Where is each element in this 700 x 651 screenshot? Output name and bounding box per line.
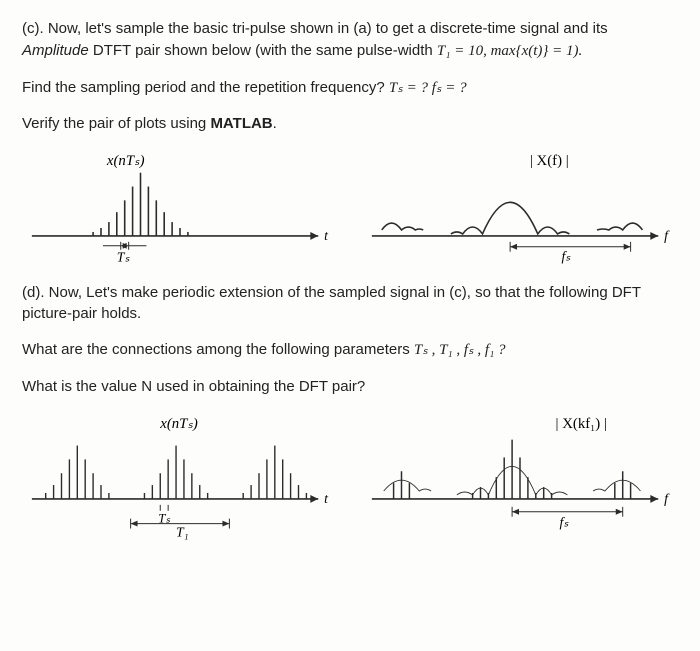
figure-d-freq-svg: f | X(kf₁) | xyxy=(362,412,678,540)
part-d-intro: (d). Now, Let's make periodic extension … xyxy=(22,282,678,326)
part-c-question-2: Verify the pair of plots using MATLAB. xyxy=(22,113,678,135)
t1-label-d: T₁ xyxy=(176,524,188,539)
d-q1-params: Tₛ , T₁ , fₛ , f₁ ? xyxy=(414,342,506,358)
figure-c-freq-label: | X(f) | xyxy=(530,153,569,169)
axis-f-label-d: f xyxy=(664,490,670,505)
c-intro-em: Amplitude xyxy=(22,42,89,59)
axis-f-label: f xyxy=(664,228,670,243)
c-q1-eqn: Tₛ = ? fₛ = ? xyxy=(389,80,467,96)
axis-t-label: t xyxy=(324,228,329,243)
figure-c-time: t x(nTₛ) xyxy=(22,149,338,268)
c-q1-pre: Find the sampling period and the repetit… xyxy=(22,79,389,96)
part-c-intro: (c). Now, let's sample the basic tri-pul… xyxy=(22,18,678,63)
part-c-figure-row: t x(nTₛ) xyxy=(22,149,678,268)
figure-d-time-svg: t x(nTₛ) Tₛ T₁ xyxy=(22,412,338,540)
figure-d-freq-label: | X(kf₁) | xyxy=(556,415,607,431)
c-paramline: T₁ = 10, max{x(t)} = 1). xyxy=(437,43,582,59)
ts-label: Tₛ xyxy=(117,250,131,265)
axis-t-label-d: t xyxy=(324,490,329,505)
c-q2-post: . xyxy=(273,115,277,132)
d-q1-pre: What are the connections among the follo… xyxy=(22,341,410,358)
figure-d-time-label: x(nTₛ) xyxy=(159,415,198,431)
figure-c-freq: f | X(f) | fₛ xyxy=(362,149,678,268)
figure-c-time-svg: t x(nTₛ) xyxy=(22,149,338,268)
part-d-question-1: What are the connections among the follo… xyxy=(22,339,678,362)
fs-label: fₛ xyxy=(561,249,571,264)
figure-c-time-label: x(nTₛ) xyxy=(106,153,145,169)
figure-c-freq-svg: f | X(f) | fₛ xyxy=(362,149,678,268)
part-d-figure-row: t x(nTₛ) Tₛ T₁ xyxy=(22,412,678,540)
part-c-question-1: Find the sampling period and the repetit… xyxy=(22,77,678,100)
c-q2-pre: Verify the pair of plots using xyxy=(22,115,210,132)
c-intro-pre: (c). Now, let's sample the basic tri-pul… xyxy=(22,20,608,37)
figure-d-freq: f | X(kf₁) | xyxy=(362,412,678,540)
part-d-question-2: What is the value N used in obtaining th… xyxy=(22,376,678,398)
c-q2-bold: MATLAB xyxy=(210,115,272,132)
figure-d-time: t x(nTₛ) Tₛ T₁ xyxy=(22,412,338,540)
fs-label-d: fₛ xyxy=(560,514,570,529)
c-intro-post: DTFT pair shown below (with the same pul… xyxy=(89,42,433,59)
